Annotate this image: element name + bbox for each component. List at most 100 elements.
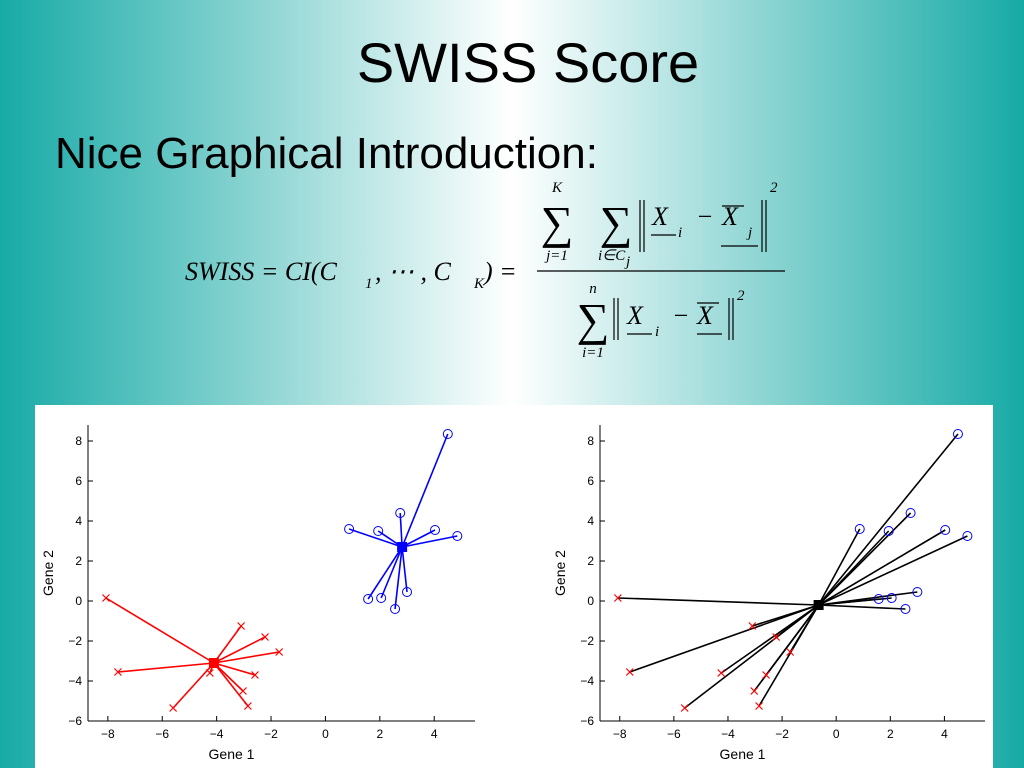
x-axis-label: Gene 1 xyxy=(209,746,255,762)
y-tick-label: 8 xyxy=(75,434,82,448)
x-tick-label: 0 xyxy=(833,727,840,741)
point xyxy=(261,633,269,641)
scatter-chart: −8 −6 −4 −2 0 2 4 −6 −4 −2 0 2 4 6 8 Gene 1 Gene 2 xyxy=(552,425,985,762)
x-tick-label: −8 xyxy=(613,727,627,741)
connector xyxy=(818,512,912,606)
point xyxy=(169,704,178,712)
y-tick-label: −4 xyxy=(68,674,82,688)
point xyxy=(772,633,781,641)
norm-bars xyxy=(613,200,767,340)
x-tick-label: −6 xyxy=(155,727,169,741)
point xyxy=(912,587,923,597)
point xyxy=(962,531,973,541)
connector xyxy=(105,597,215,664)
point xyxy=(243,702,252,710)
connector xyxy=(348,528,403,548)
point xyxy=(363,594,374,604)
point xyxy=(886,593,897,603)
x-tick-label: −2 xyxy=(775,727,789,741)
centroid xyxy=(208,658,219,668)
formula-token: X xyxy=(651,202,669,231)
y-tick-label: 2 xyxy=(587,554,594,568)
point xyxy=(205,669,214,677)
point xyxy=(952,429,963,439)
point xyxy=(625,668,634,676)
x-tick-label: 0 xyxy=(322,727,329,741)
connector xyxy=(617,597,819,606)
point xyxy=(750,687,759,695)
connector xyxy=(401,535,458,548)
point xyxy=(762,671,771,679)
formula-token: 2 xyxy=(737,288,745,304)
formula-token: , ⋯ , C xyxy=(375,257,452,286)
y-tick-label: 0 xyxy=(587,594,594,608)
connector xyxy=(117,662,214,673)
point xyxy=(239,687,247,695)
point xyxy=(395,508,406,518)
y-tick-label: 2 xyxy=(75,554,82,568)
formula: SWISS = CI(C 1, ⋯ , C K) =K∑j=1∑i∈C jXi− Xj2… xyxy=(185,180,785,361)
point xyxy=(344,524,355,534)
connector xyxy=(818,604,906,610)
y-tick-label: 4 xyxy=(75,514,82,528)
x-tick-label: 2 xyxy=(376,727,383,741)
point xyxy=(940,525,951,535)
point xyxy=(251,671,259,679)
connector xyxy=(401,529,436,548)
connector xyxy=(818,591,918,606)
formula-token: X xyxy=(626,301,644,330)
point xyxy=(390,604,401,614)
x-tick-label: −4 xyxy=(721,727,735,741)
formula-token: 1 xyxy=(365,276,373,292)
connector xyxy=(367,546,403,600)
formula-token: − xyxy=(696,202,714,231)
slide-title: SWISS Score xyxy=(357,31,699,94)
connector xyxy=(401,546,408,593)
point xyxy=(905,508,916,518)
connector xyxy=(380,546,403,599)
point xyxy=(680,704,689,712)
connector xyxy=(629,604,819,673)
connector xyxy=(720,604,820,674)
point xyxy=(102,594,110,602)
connector xyxy=(817,433,959,606)
y-tick-label: −6 xyxy=(68,714,82,728)
point xyxy=(376,593,387,603)
point xyxy=(402,587,413,597)
y-tick-label: 8 xyxy=(587,434,594,448)
formula-token: X xyxy=(721,202,739,231)
point xyxy=(452,531,463,541)
connector xyxy=(394,546,403,610)
formula-token: ∑ xyxy=(600,197,633,248)
formula-token: j=1 xyxy=(544,248,568,264)
connector xyxy=(213,625,242,664)
y-axis-label: Gene 2 xyxy=(552,550,568,596)
y-tick-label: −2 xyxy=(68,634,82,648)
formula-token: j xyxy=(624,254,630,270)
point xyxy=(442,429,453,439)
point xyxy=(373,526,384,536)
connector xyxy=(213,662,256,676)
formula-token: j xyxy=(746,225,752,241)
y-tick-label: 4 xyxy=(587,514,594,528)
slide-subtitle: Nice Graphical Introduction: xyxy=(55,129,598,178)
formula-token: n xyxy=(589,281,597,297)
centroid xyxy=(397,542,408,552)
connector xyxy=(817,528,861,606)
x-tick-label: −2 xyxy=(264,727,278,741)
point xyxy=(275,648,284,656)
y-axis-label: Gene 2 xyxy=(40,550,56,596)
point xyxy=(755,702,764,710)
point xyxy=(237,622,246,630)
connector xyxy=(213,636,266,664)
y-tick-label: 6 xyxy=(587,474,594,488)
point xyxy=(873,594,884,604)
connector xyxy=(213,651,280,664)
point xyxy=(786,648,795,656)
formula-token: i∈C xyxy=(598,248,626,264)
x-axis-label: Gene 1 xyxy=(720,746,766,762)
formula-token: i xyxy=(655,324,659,340)
point xyxy=(748,622,757,630)
x-tick-label: −6 xyxy=(667,727,681,741)
connector xyxy=(399,512,403,548)
